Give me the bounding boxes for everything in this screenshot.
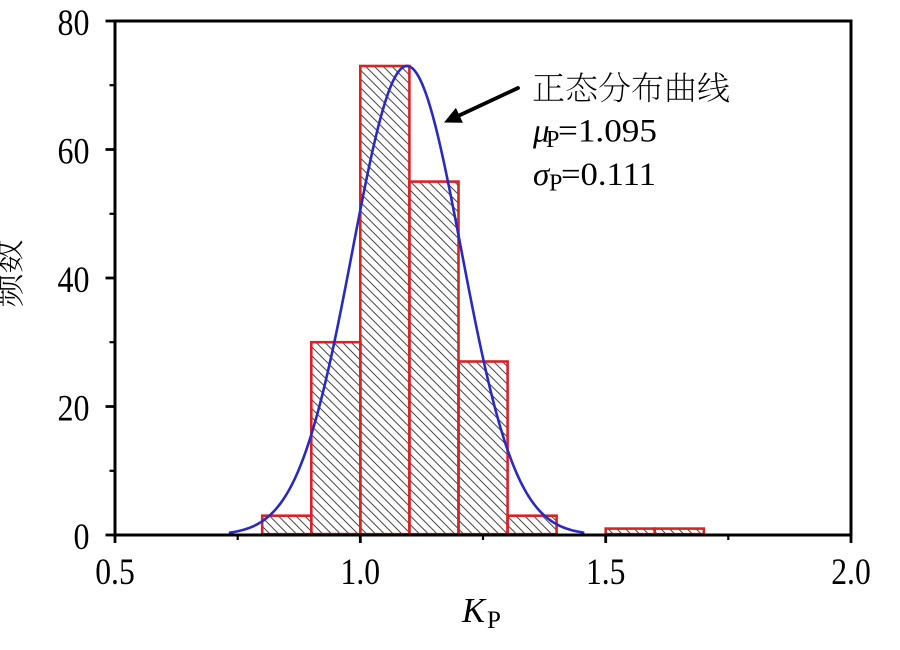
svg-text:μP=1.095: μP=1.095 [532,114,657,154]
svg-text:P: P [487,607,501,634]
svg-text:40: 40 [58,260,90,301]
svg-text:80: 80 [58,3,90,44]
svg-text:1.0: 1.0 [341,552,381,593]
svg-text:0.5: 0.5 [95,552,135,593]
svg-text:2.0: 2.0 [831,552,871,593]
svg-text:K: K [461,592,487,630]
svg-text:1.5: 1.5 [586,552,626,593]
svg-text:σP=0.111: σP=0.111 [533,157,656,197]
svg-text:0: 0 [74,517,90,558]
svg-text:60: 60 [58,132,90,173]
svg-text:20: 20 [58,389,90,430]
